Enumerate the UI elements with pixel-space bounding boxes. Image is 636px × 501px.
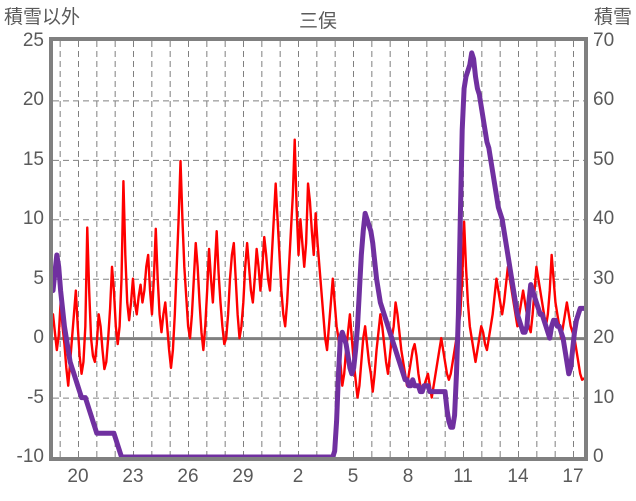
right-axis-unit-label: 積雪 [593,7,632,28]
plot-area [49,37,588,461]
left-axis-tick: 0 [33,327,44,349]
right-axis-tick: 10 [593,386,615,408]
left-axis-tick: -10 [16,446,44,467]
series-line-temperature [53,138,584,399]
left-axis-tick: 25 [22,30,44,51]
right-axis-tick: 0 [593,446,604,467]
x-axis-tick: 8 [402,466,414,487]
right-axis-tick: 30 [593,267,615,289]
left-axis-tick: 15 [22,148,44,170]
left-axis-tick: -5 [27,386,44,408]
x-axis-tick: 29 [232,466,254,487]
chart-canvas [53,41,584,457]
plot-inner [53,41,584,457]
x-axis-tick: 2 [292,466,304,487]
x-axis-tick: 23 [122,466,144,487]
right-axis-tick: 40 [593,208,615,230]
left-axis-tick: 20 [22,89,44,111]
right-axis-tick: 60 [593,89,615,111]
right-axis-tick: 50 [593,148,615,170]
left-axis-tick: 10 [22,208,44,230]
series-line-snow [53,50,584,457]
x-axis-tick: 17 [562,466,584,487]
x-axis-tick: 5 [347,466,359,487]
x-axis-tick: 26 [177,466,199,487]
left-axis-tick: 5 [33,267,44,289]
right-axis-tick: 70 [593,30,615,51]
x-axis-tick: 20 [67,466,89,487]
x-axis-tick: 11 [453,466,473,487]
left-axis-unit-label: 積雪以外 [4,7,81,28]
right-axis-tick: 20 [593,327,615,349]
chart-title: 三俣 [298,11,337,32]
x-axis-tick: 14 [507,466,529,487]
